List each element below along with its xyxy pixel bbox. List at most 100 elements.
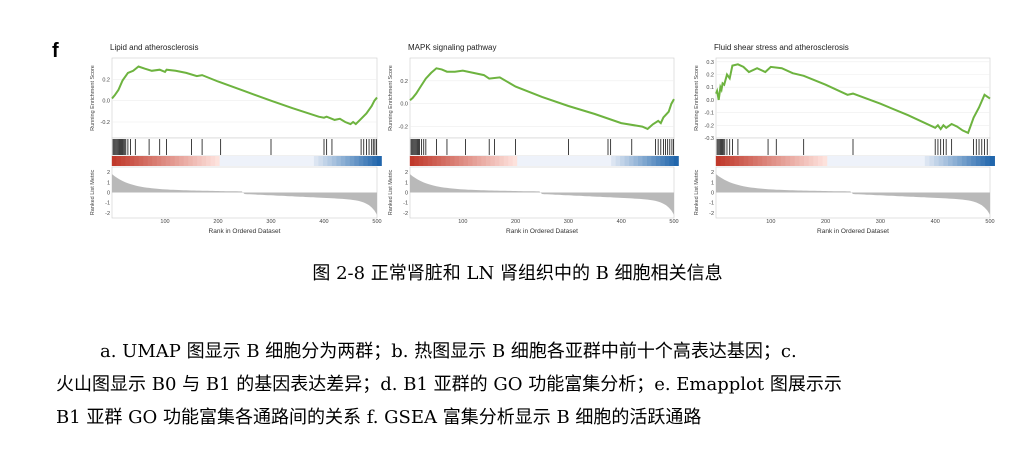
rank-color-segment [638,156,644,166]
rank-color-segment [660,156,666,166]
rank-color-segment [664,156,670,166]
chart-title: Fluid shear stress and atherosclerosis [714,43,849,52]
metric-tick-label: -1 [105,201,110,207]
chart-title: Lipid and atherosclerosis [110,43,199,52]
rank-color-segment [655,156,661,166]
rank-color-segment [188,156,194,166]
running-es-curve [111,65,378,126]
ranked-metric-area [716,174,990,215]
rank-color-segment [418,156,424,166]
rank-color-segment [143,156,149,166]
rank-color-segment [228,156,234,166]
rank-color-segment [313,156,319,166]
ranked-metric-area [410,174,674,215]
rank-color-segment [831,156,838,166]
rank-color-segment [517,156,523,166]
rank-color-segment [345,156,351,166]
rank-color-segment [966,156,972,166]
gsea-panel-2: MAPK signaling pathway 0.2 0.0 -0.2 Running … [388,43,679,235]
rank-color-segment [472,156,478,166]
rank-color-segment [850,156,856,166]
metric-tick-label: 0 [107,191,110,197]
x-tick-label: 400 [931,219,940,225]
rank-color-segment [304,156,310,166]
rank-color-segment [952,156,958,166]
rank-color-segment [766,156,773,166]
rank-color-segment [544,156,550,166]
x-tick-label: 300 [266,219,275,225]
rank-color-segment [878,156,884,166]
es-tick-label: -0.3 [705,136,714,142]
rank-color-segment [624,156,630,166]
rank-color-segment [192,156,198,166]
rank-color-segment [785,156,791,166]
rank-color-segment [441,156,447,166]
rank-color-segment [269,156,275,166]
rank-color-segment [224,156,230,166]
rank-color-segment [535,156,541,166]
rank-color-segment [579,156,585,166]
rank-color-segment [673,156,679,166]
rank-color-segment [901,156,907,166]
es-y-axis-label: Running Enrichment Score [90,65,96,131]
rank-color-segment [855,156,861,166]
es-tick-label: 0.2 [102,77,110,83]
rank-color-segment [423,156,429,166]
description-line-2: 火山图显示 B0 与 B1 的基因表达差异；d. B1 亚群的 GO 功能富集分… [56,374,842,395]
rank-color-segment [841,156,847,166]
rank-color-segment [210,156,216,166]
rank-color-segment [822,156,828,166]
hit-panel-frame [111,137,378,157]
rank-color-segment [363,156,369,166]
rank-color-segment [734,156,740,166]
metric-tick-label: -2 [105,211,110,217]
rank-color-segment [530,156,536,166]
rank-color-segment [892,156,898,166]
rank-color-segment [615,156,621,166]
rank-color-segment [233,156,239,166]
rank-color-segment [757,156,763,166]
gsea-panel-3: Fluid shear stress and atherosclerosis 0.… [694,43,995,235]
rank-color-segment [961,156,968,166]
x-tick-label: 500 [985,219,994,225]
rank-color-segment [494,156,500,166]
rank-color-segment [481,156,487,166]
rank-color-segment [975,156,982,166]
running-es-curve [409,67,675,131]
rank-color-segment [161,156,167,166]
metric-tick-label: -2 [403,211,408,217]
rank-color-segment [490,156,496,166]
rank-color-segment [720,156,726,166]
x-tick-label: 200 [511,219,520,225]
rank-color-segment [776,156,782,166]
rank-color-segment [669,156,675,166]
rank-color-segment [322,156,328,166]
rank-color-segment [503,156,509,166]
rank-color-segment [165,156,171,166]
metric-tick-label: 2 [405,170,408,176]
x-tick-label: 100 [458,219,467,225]
rank-color-segment [575,156,581,166]
gsea-panel-1: Lipid and atherosclerosis 0.2 0.0 -0.2 Runni… [90,43,382,235]
rank-color-segment [910,156,917,166]
description-line-1: a. UMAP 图显示 B 细胞分为两群；b. 热图显示 B 细胞各亚群中前十个… [100,341,797,362]
rank-color-segment [282,156,288,166]
rank-color-segment [340,156,346,166]
rank-color-segment [557,156,563,166]
gsea-figure: f Lipid and atherosclerosis 0.2 0.0 -0.2 Run… [52,40,995,235]
rank-color-segment [327,156,333,166]
rank-color-segment [887,156,893,166]
description-line-3: B1 亚群 GO 功能富集各通路间的关系 f. GSEA 富集分析显示 B 细胞… [56,407,702,428]
rank-color-segment [129,156,135,166]
rank-color-segment [752,156,759,166]
figure-caption: 图 2-8 正常肾脏和 LN 肾组织中的 B 细胞相关信息 [312,263,723,284]
metric-tick-label: 0 [711,191,714,197]
rank-color-segment [827,156,833,166]
rank-color-segment [512,156,518,166]
rank-color-segment [929,156,935,166]
rank-color-segment [246,156,252,166]
x-tick-label: 100 [766,219,775,225]
metric-y-axis-label: Ranked List Metric [388,169,394,215]
ranked-metric-area [112,174,377,215]
x-tick-label: 500 [372,219,381,225]
